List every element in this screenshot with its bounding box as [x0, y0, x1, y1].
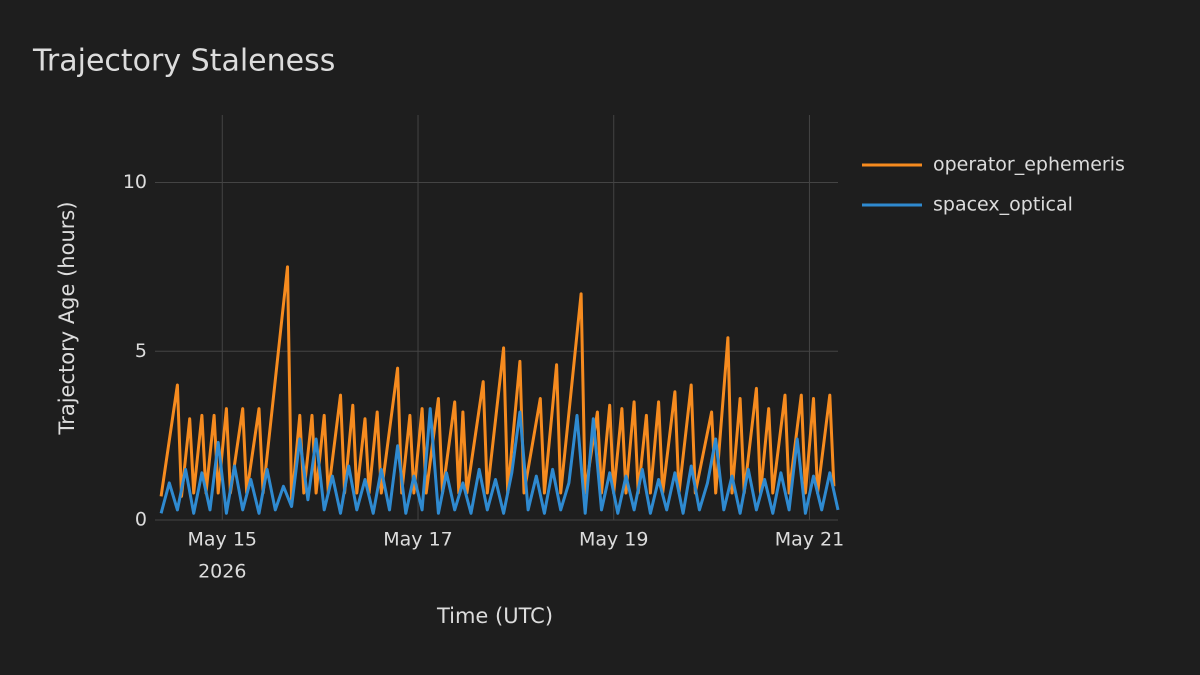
chart-title: Trajectory Staleness	[32, 44, 335, 79]
legend-label: operator_ephemeris	[933, 154, 1125, 176]
x-tick-label: May 19	[579, 529, 649, 551]
legend-label: spacex_optical	[933, 194, 1073, 216]
x-tick-label: May 17	[383, 529, 453, 551]
y-tick-label: 10	[123, 171, 147, 193]
y-tick-label: 0	[135, 509, 147, 531]
series-line	[159, 407, 840, 515]
y-tick-label: 5	[135, 340, 147, 362]
x-tick-label: May 15	[188, 529, 258, 551]
x-axis-label: Time (UTC)	[436, 604, 553, 628]
x-tick-label: May 21	[775, 529, 845, 551]
x-tick-year: 2026	[198, 561, 246, 583]
y-axis-label: Trajectory Age (hours)	[55, 201, 79, 435]
series-line	[159, 265, 836, 505]
